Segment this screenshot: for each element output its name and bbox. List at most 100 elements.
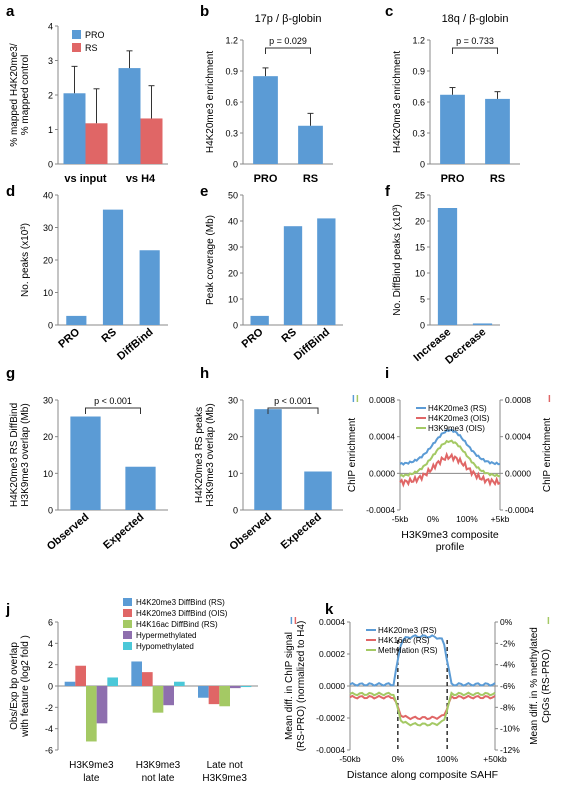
y-tick-label: 25 [415,191,425,201]
y-axis-label: No. DiffBind peaks (x10³) [392,204,403,316]
y-tick-label: 0 [48,506,53,516]
y-tick-label: 0.9 [225,67,238,77]
y-tick-label-right: 0.0008 [505,395,531,405]
y-tick-label: 0.0000 [369,468,395,478]
y-axis-label-left: ChIP enrichment [347,418,358,493]
y-tick-label: 30 [43,396,53,406]
y-tick-label: 20 [228,269,238,279]
legend-label: H4K20me3 (RS) [378,626,437,635]
y-axis-label: H4K20me3 RS DiffBind [9,403,20,507]
x-axis-label: profile [436,541,465,553]
y-axis-label: % mapped H4K20me3/ [9,43,20,147]
y-tick-label: 0 [233,160,238,170]
y-axis-label: Obs/Exp bp overlap [9,642,20,730]
y-tick-label: 10 [228,469,238,479]
p-value-bracket [452,47,498,54]
y-tick-label: 1 [48,125,53,135]
y-axis-label-right: Mean diff. in % methylated [529,627,540,745]
y-axis-label: No. peaks (x10³) [20,223,31,297]
bar [152,686,164,713]
panel-j: j -6 -4 -2 0 2 4 6 Obs/Exp bp overlap with featur… [5,598,258,784]
y-tick-label: 0 [48,321,53,331]
panel-g: g 0 10 20 30 H4K20me3 RS DiffBind H3K9me3 over… [6,365,168,553]
legend-swatch [123,598,132,606]
bar [66,315,87,325]
left-axis-marker: I [352,394,355,405]
bar [208,686,220,705]
y-tick-label: -0.0002 [316,713,345,723]
category-label: PRO [441,173,465,185]
category-label: H3K9me3 [136,760,181,771]
panel-letter: i [385,365,389,382]
y-tick-label: -2 [45,703,53,713]
x-tick-label: -5kb [392,514,409,524]
y-tick-label: 0.0004 [369,432,395,442]
category-label: late [83,773,100,784]
panel-letter: k [325,601,334,618]
legend-label: PRO [85,30,105,40]
panel-k: k -0.0004 -0.0002 0.0000 0.0002 0.0004 -12% -10… [284,601,552,781]
bar [70,416,101,510]
y-tick-label: 15 [415,243,425,253]
y-tick-label: 0.3 [225,129,238,139]
category-label: DiffBind [115,326,155,363]
legend-label: H4K16ac DiffBind (RS) [136,620,218,629]
category-label: RS [303,173,318,185]
y-tick-label: 0 [233,321,238,331]
y-tick-label: 20 [43,256,53,266]
category-label: Expected [279,511,324,552]
y-tick-label: 0.6 [412,98,425,108]
legend-label: H4K20me3 (RS) [428,404,487,413]
category-label: H3K9me3 [69,760,114,771]
x-tick-label: 0% [427,514,440,524]
category-label: not late [142,773,175,784]
bar [139,250,160,325]
y-axis-label: H4K20me3 RS peaks [194,407,205,503]
bar [125,466,156,510]
bar [230,686,241,689]
y-tick-label: 40 [43,191,53,201]
y-tick-label-right: 0.0004 [505,432,531,442]
panel-letter: b [200,3,209,20]
y-axis-label-right: ChIP enrichment [542,418,553,493]
y-axis-label: with feature (log2 fold ) [20,635,31,738]
bar [219,686,230,707]
y-tick-label: 0.0000 [319,681,345,691]
p-value-label: p = 0.029 [269,36,307,46]
panel-letter: j [5,601,10,618]
y-tick-label: 4 [48,639,53,649]
y-tick-label-right: -6% [500,681,516,691]
y-tick-label: -0.0004 [366,505,395,515]
bar [298,125,323,164]
legend-label: H4K20me3 DiffBind (OIS) [136,609,228,618]
p-value-bracket [267,407,319,414]
p-value-bracket [265,47,311,54]
y-tick-label: -4 [45,724,53,734]
p-value-label: p = 0.733 [456,36,494,46]
y-tick-label: -6 [45,746,53,756]
y-tick-label: 3 [48,56,53,66]
x-tick-label: +50kb [483,754,507,764]
y-tick-label: 0 [420,321,425,331]
y-tick-label-right: 0% [500,617,513,627]
x-tick-label: 100% [436,754,458,764]
bar [174,681,185,686]
bar [254,409,282,510]
y-axis-label-left: Mean diff. in ChIP signal [284,632,295,740]
y-axis-label: Peak coverage (Mb) [205,215,216,305]
y-axis-label: H4K20me3 enrichment [392,51,403,153]
y-tick-label: 10 [415,269,425,279]
panel-title: 18q / β-globin [442,13,509,25]
legend-label: Methylation (RS) [378,646,438,655]
bar [118,68,141,164]
y-axis-label: H4K20me3 enrichment [205,51,216,153]
y-tick-label-right: -2% [500,638,516,648]
y-tick-label: 6 [48,618,53,628]
legend-swatch [123,631,132,639]
bar [63,93,86,164]
series-line [349,634,496,687]
y-tick-label: 0 [233,506,238,516]
y-tick-label: 0.0002 [319,649,345,659]
y-tick-label-right: -4% [500,660,516,670]
